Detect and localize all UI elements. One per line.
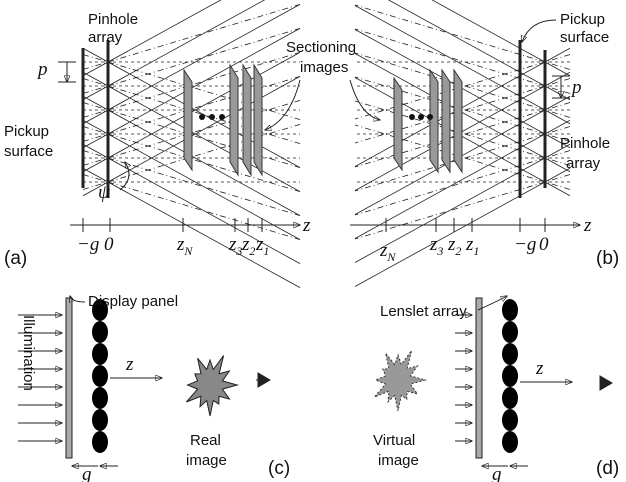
- lenslet: [502, 365, 518, 387]
- tick-label: 0: [539, 234, 549, 255]
- pitch: p: [36, 59, 48, 80]
- display-panel: [66, 298, 72, 458]
- tick-label: −g: [77, 234, 99, 255]
- tick-sub: N: [183, 244, 193, 258]
- lenslet: [502, 387, 518, 409]
- tick-base: 0: [539, 234, 549, 255]
- label: Pinhole: [88, 11, 138, 28]
- ray: [355, 168, 570, 286]
- lenslet: [92, 365, 108, 387]
- label: Display panel: [88, 293, 178, 310]
- panel-label: (c): [268, 458, 290, 479]
- tick-label: −g: [514, 234, 536, 255]
- label: Real: [190, 432, 221, 449]
- display-panel: [476, 298, 482, 458]
- ray: [83, 168, 300, 287]
- real-image: [186, 356, 237, 416]
- tick-sub: N: [386, 250, 396, 264]
- eye: [256, 373, 270, 387]
- label: array: [566, 155, 601, 172]
- virtual-image: [374, 351, 425, 411]
- tick-sub: 1: [473, 244, 479, 258]
- axis-name: z: [125, 354, 134, 375]
- tick-label: z2: [447, 234, 461, 258]
- ray: [355, 5, 570, 70]
- label: Illumination: [20, 315, 37, 391]
- tick-sub: 2: [455, 244, 461, 258]
- figure: Pinhole array p Pickup surface ψ z −g0zN…: [0, 0, 626, 482]
- ray: [355, 175, 570, 240]
- label: Pickup: [4, 123, 49, 140]
- lenslet: [92, 321, 108, 343]
- label: Virtual: [373, 432, 415, 449]
- tick-sub: 1: [263, 244, 269, 258]
- ray: [83, 175, 300, 240]
- axis-name: z: [583, 215, 592, 236]
- label: surface: [560, 29, 609, 46]
- angle: ψ: [98, 182, 111, 203]
- lenslet: [502, 321, 518, 343]
- label: Sectioning: [286, 39, 356, 56]
- tick-sub: 3: [436, 244, 443, 258]
- dot: [219, 114, 225, 120]
- label: Pinhole: [560, 135, 610, 152]
- panel-label: (b): [596, 248, 619, 269]
- dot: [199, 114, 205, 120]
- lenslet: [502, 431, 518, 453]
- panel-label: (a): [4, 248, 27, 269]
- tick-label: zN: [379, 240, 396, 264]
- tick-sub: 2: [249, 244, 255, 258]
- label: image: [186, 452, 227, 469]
- tick-label: z3: [228, 234, 242, 258]
- pointer: [522, 20, 556, 42]
- tick-base: 0: [104, 234, 114, 255]
- tick-label: z1: [255, 234, 269, 258]
- lenslet: [502, 409, 518, 431]
- eye: [600, 376, 612, 390]
- label: image: [378, 452, 419, 469]
- dot: [427, 114, 433, 120]
- gap: g: [82, 464, 92, 482]
- panel-label: (d): [596, 458, 619, 479]
- lenslet: [92, 431, 108, 453]
- label: surface: [4, 143, 53, 160]
- label: array: [88, 29, 123, 46]
- tick-label: zN: [176, 234, 193, 258]
- dot: [418, 114, 424, 120]
- tick-base: −g: [514, 234, 536, 255]
- lenslet: [92, 343, 108, 365]
- pointer: [265, 80, 300, 130]
- lenslet: [502, 299, 518, 321]
- dot: [209, 114, 215, 120]
- label: images: [300, 59, 348, 76]
- tick-label: 0: [104, 234, 114, 255]
- axis-name: z: [535, 358, 544, 379]
- tick-label: z1: [465, 234, 479, 258]
- dot: [409, 114, 415, 120]
- tick-base: −g: [77, 234, 99, 255]
- label: Lenslet array: [380, 303, 467, 320]
- lenslet: [92, 409, 108, 431]
- lenslet: [92, 387, 108, 409]
- axis-name: z: [302, 215, 311, 236]
- label: Pickup: [560, 11, 605, 28]
- gap: g: [492, 464, 502, 482]
- lenslet: [502, 343, 518, 365]
- tick-label: z3: [429, 234, 443, 258]
- pitch: p: [570, 77, 582, 98]
